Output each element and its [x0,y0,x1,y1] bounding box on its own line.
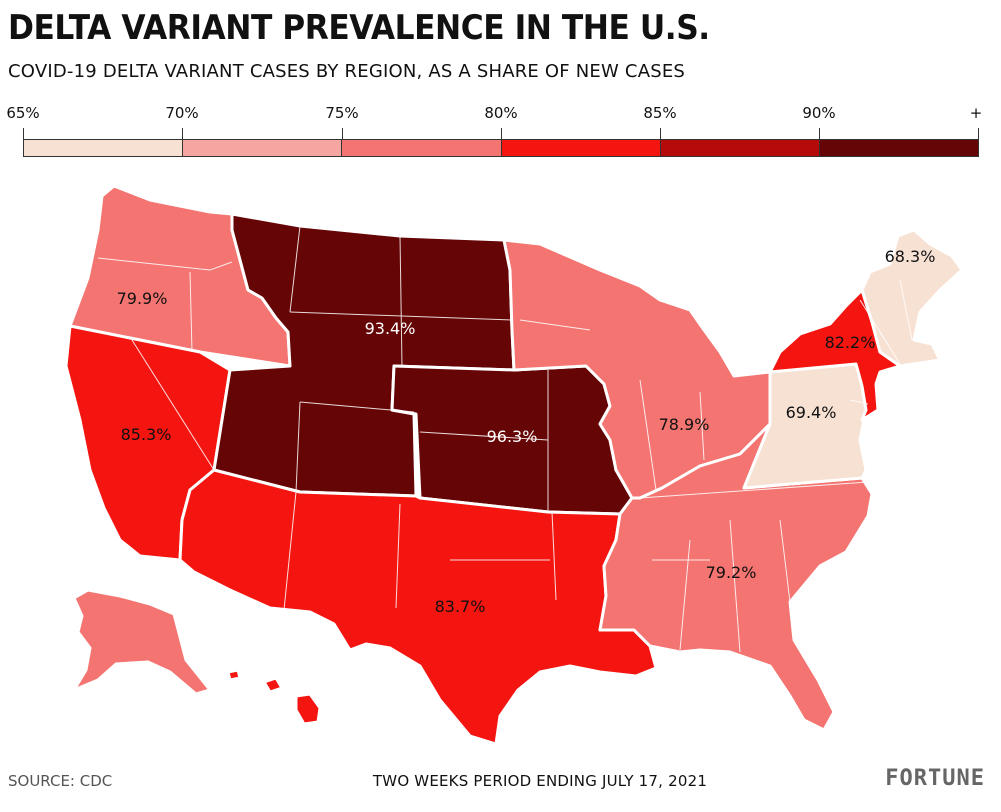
region-label-new-england: 68.3% [885,247,936,266]
period-note: TWO WEEKS PERIOD ENDING JULY 17, 2021 [372,772,708,790]
legend-tick [501,128,502,139]
legend-tick [978,128,979,139]
fortune-logo: FORTUNE [885,766,985,791]
region-label-southwest: 85.3% [121,425,172,444]
legend-swatch-75-80 [342,140,502,156]
legend-label-70: 70% [165,104,199,122]
region-label-pacific-nw: 79.9% [117,289,168,308]
legend-label-75: 75% [325,104,359,122]
legend-label-65: 65% [6,104,40,122]
legend-swatch-85-90 [660,140,820,156]
legend-label-90: 90% [802,104,836,122]
region-new-england [860,228,964,368]
region-label-southeast: 79.2% [706,563,757,582]
source-note: SOURCE: CDC [8,772,113,790]
chart-title: DELTA VARIANT PREVALENCE IN THE U.S. [8,8,710,48]
region-label-great-lakes: 78.9% [659,415,710,434]
legend-tick [23,128,24,139]
legend-swatch-65-70 [24,140,184,156]
region-hawaii [226,668,322,726]
legend-label-plus: + [969,104,983,122]
legend-swatch-80-85 [501,140,661,156]
legend-label-85: 85% [643,104,677,122]
chart-subtitle: COVID-19 DELTA VARIANT CASES BY REGION, … [8,61,686,82]
region-label-mid-atlantic: 69.4% [786,403,837,422]
region-alaska [72,588,212,696]
region-label-ny-nj: 82.2% [825,333,876,352]
region-label-central-plains: 96.3% [487,427,538,446]
legend-label-80: 80% [484,104,518,122]
us-region-map: 79.9% 85.3% 93.4% 96.3% 83.7% 78.9% 79.2… [64,184,964,746]
legend-tick [660,128,661,139]
region-label-south-central: 83.7% [435,597,486,616]
legend-swatch-70-75 [183,140,343,156]
legend-tick [819,128,820,139]
state-borders [97,225,913,653]
legend-tick [182,128,183,139]
legend-tick [342,128,343,139]
legend-swatch-90-plus [819,140,979,156]
legend-color-scale [23,139,979,157]
region-label-mountain: 93.4% [365,319,416,338]
